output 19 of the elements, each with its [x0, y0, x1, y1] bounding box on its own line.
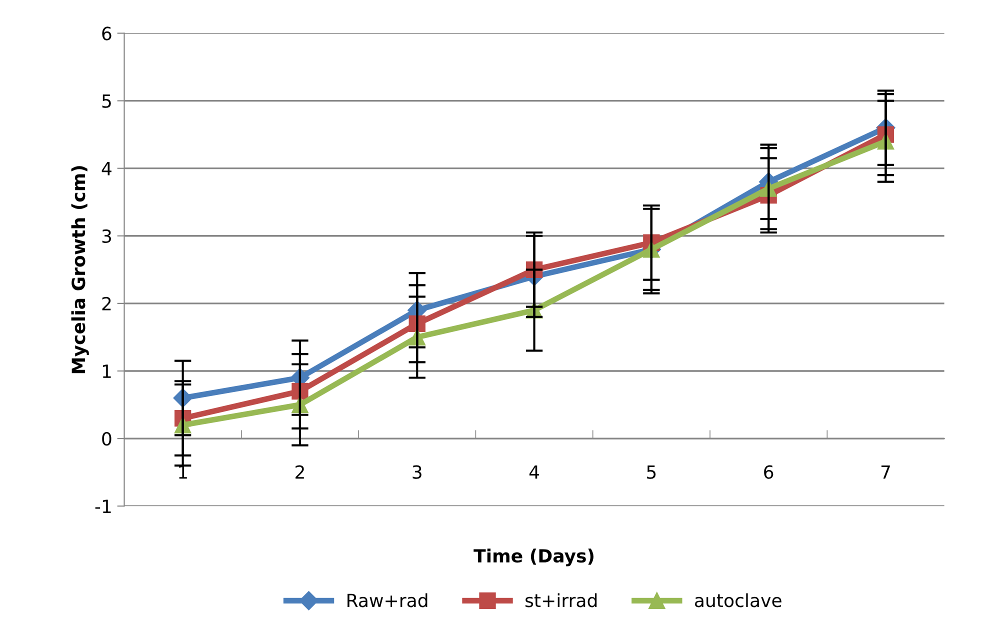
y-tick-label: 5	[102, 94, 111, 108]
legend-label: Raw+rad	[348, 593, 428, 608]
y-tick-label: 4	[102, 162, 112, 176]
y-tick-label: 1	[102, 364, 111, 378]
y-tick-label: 3	[102, 229, 111, 243]
y-tick-label: -1	[95, 500, 111, 513]
x-tick-label: 5	[647, 465, 656, 479]
x-axis-title: Time (Days)	[474, 548, 594, 566]
legend-label: autoclave	[694, 593, 782, 608]
x-tick-label: 7	[881, 465, 890, 479]
x-tick-label: 6	[764, 465, 774, 479]
y-tick-label: 2	[102, 296, 111, 310]
x-tick-label: 3	[412, 465, 422, 479]
x-tick-label: 2	[296, 465, 304, 479]
legend-label: st+irrad	[526, 593, 597, 608]
y-tick-label: 0	[102, 432, 112, 446]
y-tick-label: 6	[102, 26, 112, 40]
x-tick-label: 4	[529, 465, 540, 479]
y-axis-title: Mycelia Growth (cm)	[71, 166, 89, 374]
